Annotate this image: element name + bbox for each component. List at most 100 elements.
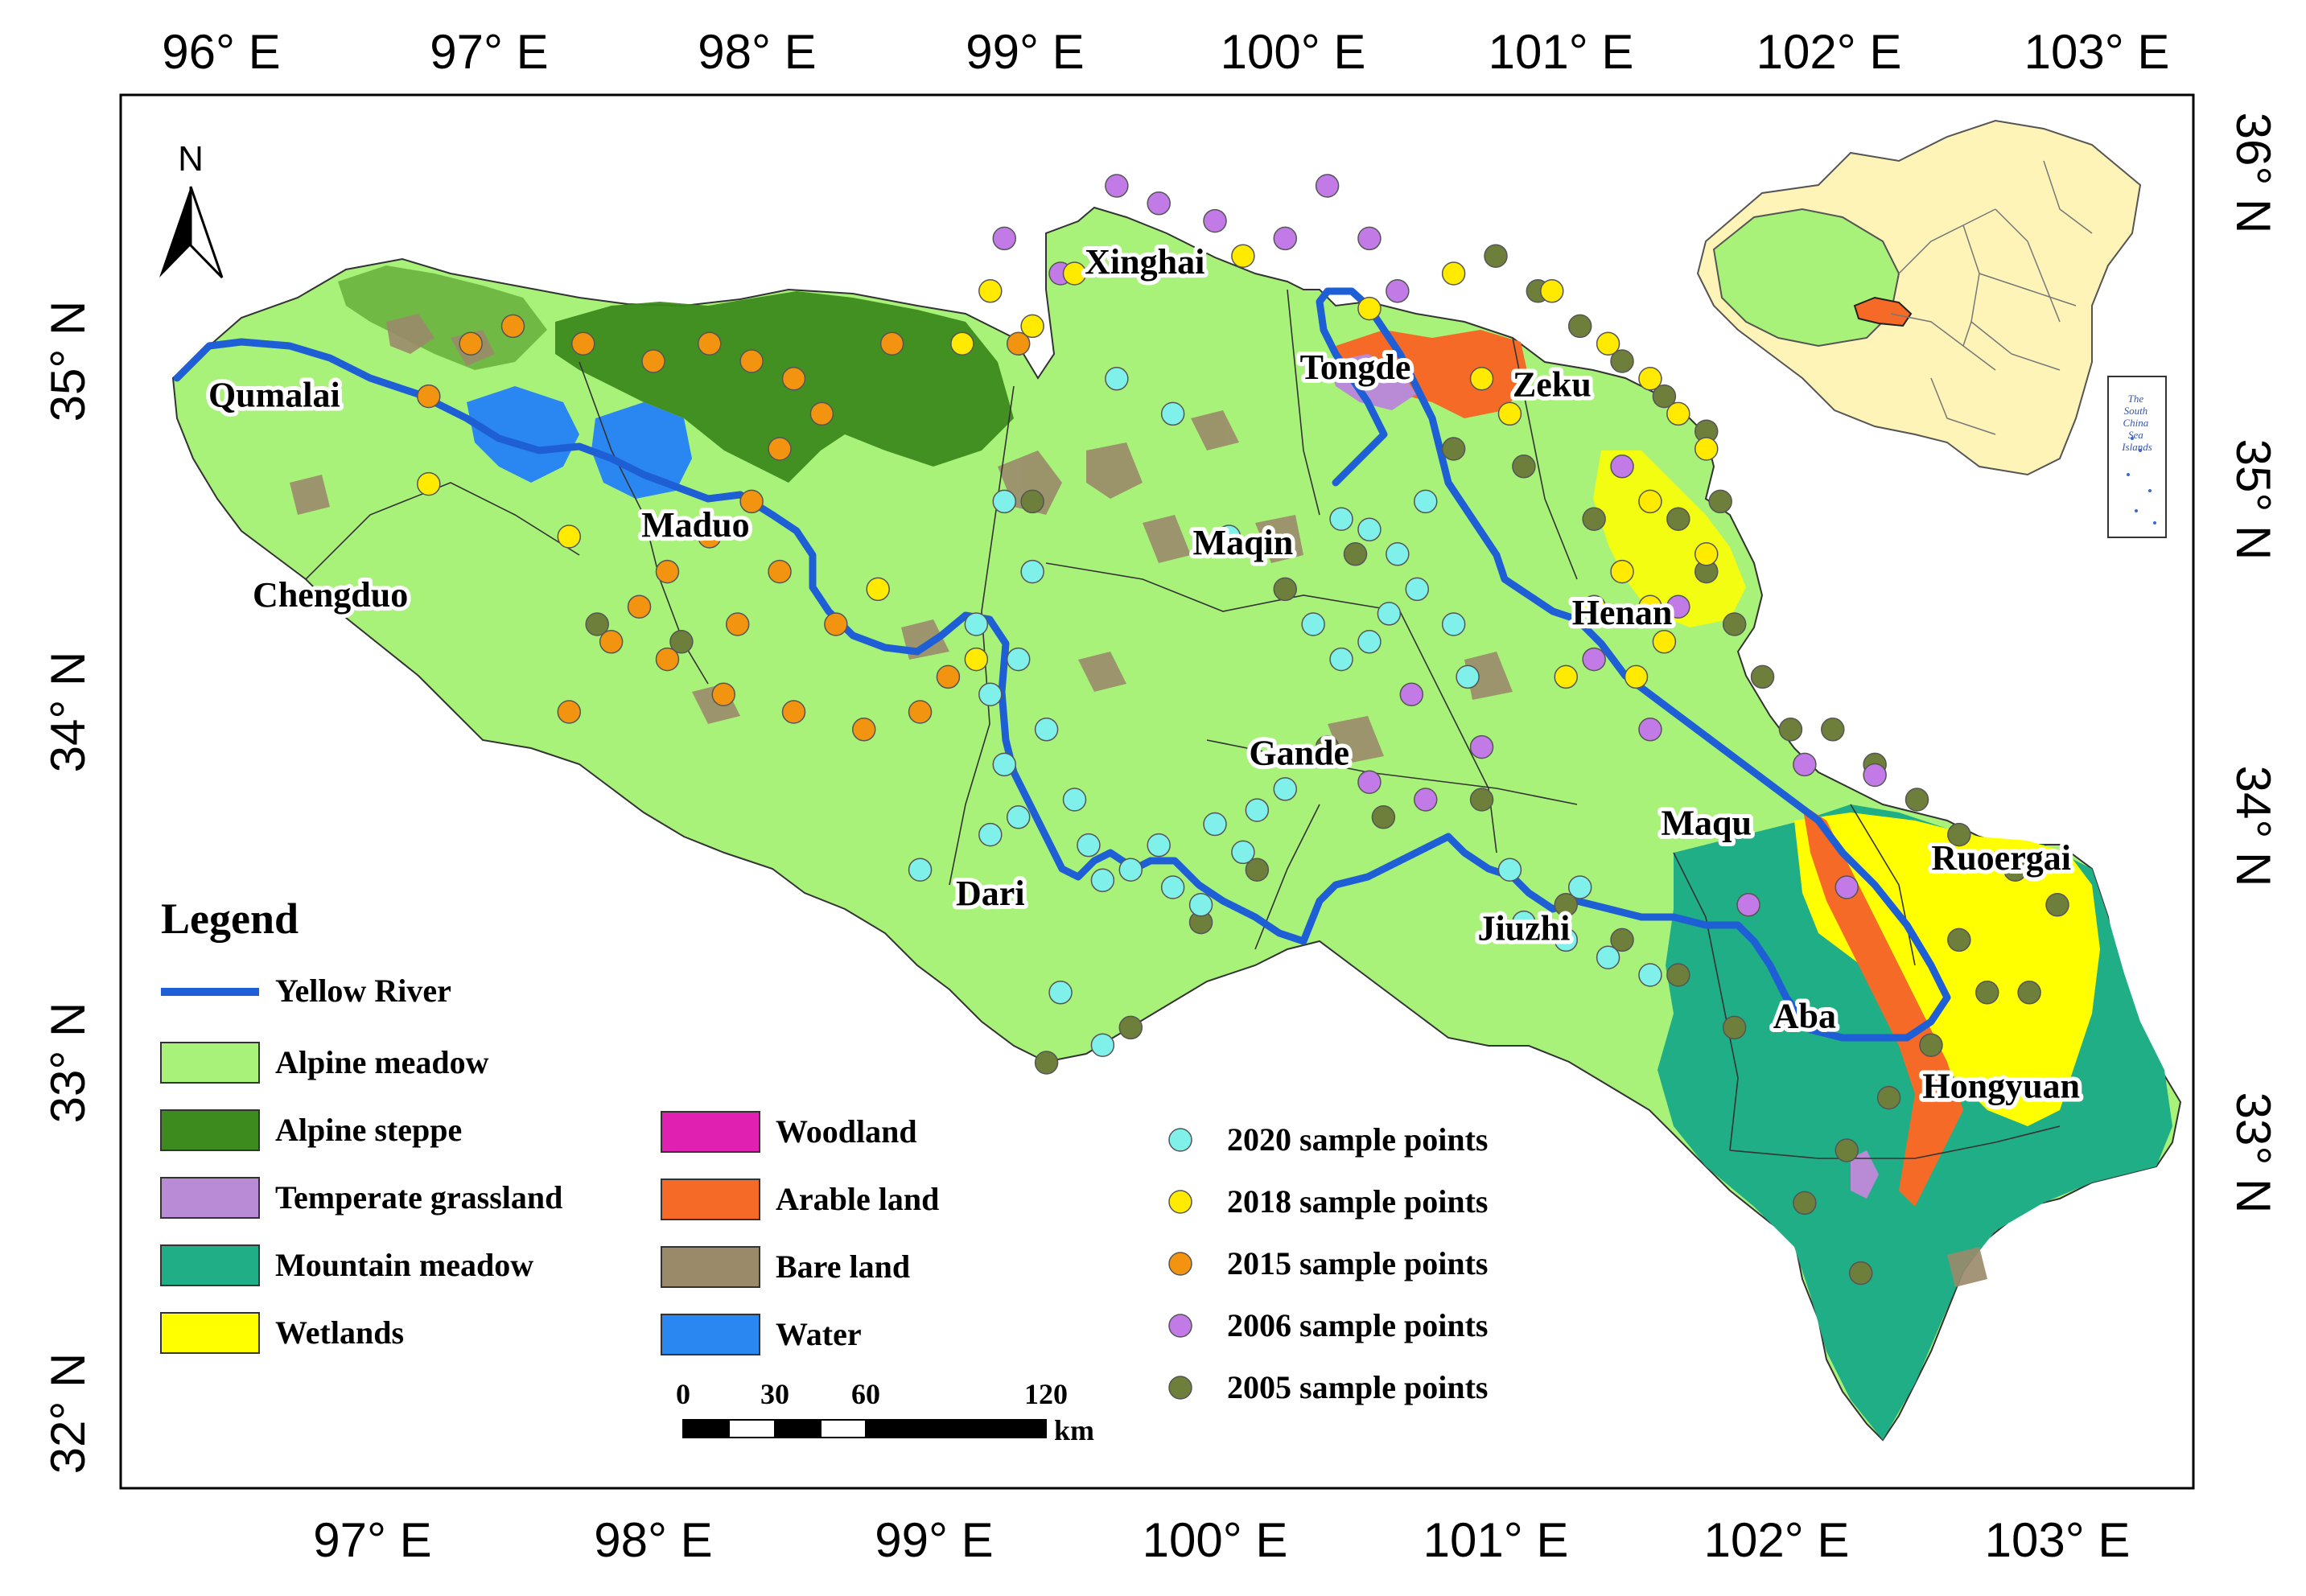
sample-point-2020-26: [1414, 489, 1438, 514]
sample-point-2006-16: [1469, 734, 1494, 759]
county-label-chengduo: Chengduo: [253, 575, 408, 615]
china-inset: The South China Sea Islands: [1696, 119, 2167, 538]
sample-point-2005-9: [1722, 612, 1747, 636]
bottom-lon-label-101-e: 101° E: [1423, 1513, 1569, 1567]
bottom-longitude-labels: 97° E 98° E 99° E 100° E 101° E 102° E 103° E: [313, 1513, 2130, 1567]
sample-point-2005-42: [1582, 507, 1606, 531]
sample-point-2020-38: [978, 822, 1003, 847]
sample-point-2018-9: [1638, 367, 1662, 391]
sample-point-2015-8: [768, 437, 792, 461]
sample-point-2020-7: [1006, 805, 1031, 829]
legend-class-swatch-mountain-meadow: [160, 1244, 260, 1286]
sample-point-2015-18: [908, 700, 933, 724]
legend-classes-left: Alpine meadow Alpine steppe Temperate gras…: [160, 1042, 562, 1354]
sample-point-2018-17: [1694, 542, 1719, 566]
legend-title: Legend: [161, 895, 299, 943]
scale-unit: km: [1054, 1414, 1094, 1446]
sample-point-2018-6: [1441, 261, 1466, 286]
sample-point-2020-22: [1377, 602, 1402, 626]
legend-class-label-bare-land: Bare land: [776, 1248, 910, 1285]
left-lat-label-34-n: 34° N: [41, 652, 95, 773]
legend-class-label-wetlands: Wetlands: [275, 1314, 404, 1351]
sample-point-2018-22: [557, 524, 582, 549]
sample-point-2005-19: [1919, 1033, 1943, 1057]
scs-line-0: The: [2128, 393, 2144, 405]
sample-point-2005-38: [669, 630, 694, 654]
county-label-qumalai: Qumalai: [208, 376, 340, 415]
sample-point-2006-2: [1203, 208, 1227, 233]
sample-point-2020-18: [1273, 777, 1297, 801]
sample-point-2015-21: [768, 559, 792, 584]
north-label: N: [178, 139, 204, 179]
sample-point-2005-41: [1441, 437, 1466, 461]
temperate-grassland-aba: [1851, 1150, 1879, 1199]
scale-bar-seg-5: [865, 1419, 1047, 1438]
sample-points-2020: [908, 367, 1662, 1057]
legend-class-swatch-water: [661, 1314, 760, 1355]
sample-points-2015: [417, 314, 1031, 742]
county-label-ruoergai: Ruoergai: [1931, 838, 2071, 878]
legend-class-label-water: Water: [776, 1316, 862, 1352]
sample-point-2005-18: [1975, 981, 1999, 1005]
sample-point-2018-23: [417, 471, 441, 496]
sample-point-2020-37: [908, 858, 933, 882]
sample-point-2020-24: [1386, 542, 1410, 566]
sample-point-2015-3: [641, 349, 665, 373]
bottom-lon-label-100-e: 100° E: [1143, 1513, 1288, 1567]
north-arrow: N: [159, 139, 224, 279]
top-lon-label-103-e: 103° E: [2024, 25, 2170, 79]
sample-point-2005-34: [1034, 1051, 1059, 1075]
sample-point-2005-30: [1315, 734, 1340, 759]
arable-ruoergai-strip: [1802, 804, 1963, 1207]
north-arrow-icon: [159, 186, 224, 279]
sample-point-2020-13: [1160, 875, 1185, 899]
left-lat-label-35-n: 35° N: [41, 301, 95, 422]
sample-point-2006-9: [1582, 647, 1606, 672]
sample-point-2020-27: [1441, 612, 1466, 636]
sample-point-2005-4: [1652, 384, 1677, 409]
bottom-lon-label-103-e: 103° E: [1985, 1513, 2131, 1567]
sample-point-2015-19: [936, 664, 961, 689]
county-label-zeku: Zeku: [1513, 365, 1592, 405]
sample-point-2018-15: [1652, 630, 1677, 654]
sample-point-2005-23: [1848, 1261, 1873, 1285]
legend-class-swatch-alpine-meadow: [160, 1042, 260, 1084]
sample-point-2020-23: [1405, 577, 1430, 602]
bottom-lon-label-99-e: 99° E: [875, 1513, 993, 1567]
sample-point-2018-0: [978, 279, 1003, 303]
sample-point-2020-10: [1090, 868, 1115, 893]
right-lat-label-36-n: 36° N: [2226, 113, 2280, 234]
sample-point-2020-16: [1231, 840, 1255, 865]
legend-sample-label-2005-sample-points: 2005 sample points: [1227, 1369, 1489, 1405]
county-label-tongde: Tongde: [1300, 348, 1411, 387]
right-lat-label-35-n: 35° N: [2226, 439, 2280, 561]
legend-sample-marker-2005-sample-points: [1168, 1376, 1192, 1400]
legend-sample-marker-2015-sample-points: [1168, 1252, 1192, 1276]
scs-line-2: China: [2123, 417, 2148, 429]
sample-point-2006-8: [1666, 594, 1690, 619]
sample-point-2006-15: [1399, 682, 1424, 706]
sample-point-2005-10: [1750, 664, 1775, 689]
sample-point-2018-13: [1610, 559, 1634, 584]
lake-ngoring: [591, 402, 692, 499]
sample-point-2005-33: [1118, 1015, 1143, 1040]
sample-point-2005-26: [1610, 928, 1634, 952]
sample-points-2005: [585, 244, 2069, 1285]
sample-point-2005-7: [1666, 507, 1690, 531]
county-label-maqin: Maqin: [1193, 523, 1294, 562]
legend-river-label: Yellow River: [275, 973, 451, 1009]
scs-line-3: Sea: [2128, 429, 2143, 441]
legend-class-label-alpine-meadow: Alpine meadow: [275, 1044, 489, 1080]
sample-point-2006-1: [1147, 191, 1171, 216]
sample-point-2015-20: [824, 612, 848, 636]
scale-bar-seg-2: [728, 1419, 776, 1438]
sample-point-2015-10: [698, 524, 722, 549]
sample-point-2020-1: [1020, 559, 1044, 584]
sample-point-2020-35: [1090, 1033, 1115, 1057]
sample-point-2020-11: [1118, 858, 1143, 882]
left-lat-label-32-n: 32° N: [41, 1353, 95, 1475]
sample-point-2006-18: [1414, 788, 1438, 812]
sample-point-2020-33: [1638, 963, 1662, 987]
wetlands-ruoergai: [1794, 812, 2100, 1126]
